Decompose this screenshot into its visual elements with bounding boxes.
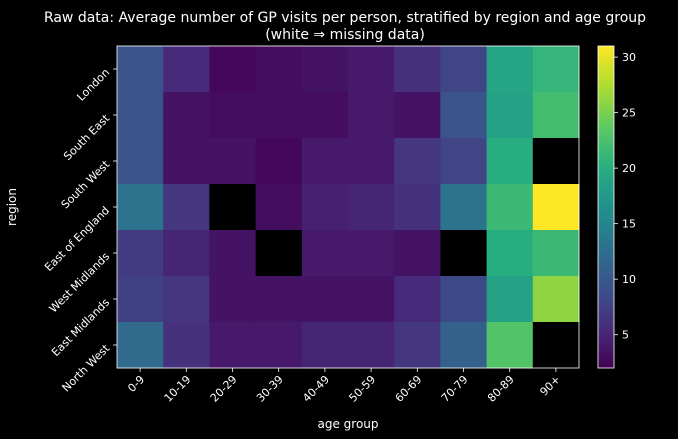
colorbar-tick-label: 25 (622, 107, 636, 120)
heatmap-cell (209, 138, 257, 185)
heatmap-cell (394, 46, 441, 93)
heatmap-cell (348, 322, 395, 369)
heatmap-cell (301, 184, 349, 231)
heatmap-cell (440, 92, 488, 139)
colorbar-tick-label: 10 (622, 273, 636, 286)
heatmap-cell (163, 322, 210, 369)
chart-title-line1: Raw data: Average number of GP visits pe… (44, 10, 646, 26)
heatmap-cell (301, 92, 349, 139)
heatmap-cell (532, 46, 580, 93)
heatmap-cell (394, 276, 441, 323)
colorbar-tick-label: 5 (622, 329, 629, 342)
x-tick-label: 60-69 (393, 373, 425, 405)
heatmap-cell (486, 184, 534, 231)
heatmap-cell (163, 92, 210, 139)
heatmap-cell (255, 276, 303, 323)
heatmap-cells (117, 46, 580, 369)
heatmap-cell (209, 322, 257, 369)
heatmap-cell (255, 92, 303, 139)
y-axis-label: region (5, 188, 19, 226)
heatmap-cell (117, 184, 164, 231)
heatmap-cell (301, 276, 349, 323)
x-tick-label: 90+ (537, 373, 563, 399)
heatmap-cell (117, 92, 164, 139)
heatmap-cell (163, 138, 210, 185)
heatmap-cell (394, 230, 441, 277)
heatmap-cell (486, 230, 534, 277)
colorbar-tick-label: 30 (622, 51, 636, 64)
heatmap-cell (394, 138, 441, 185)
heatmap-cell (255, 138, 303, 185)
y-tick-label: South West (59, 157, 113, 211)
chart-title-line2: (white ⇒ missing data) (265, 27, 425, 43)
x-tick-label: 0-9 (125, 373, 147, 395)
heatmap-cell (163, 230, 210, 277)
heatmap-cell (440, 138, 488, 185)
heatmap-cell (117, 138, 164, 185)
x-axis-label: age group (317, 417, 378, 431)
heatmap-cell (117, 322, 164, 369)
heatmap-cell (209, 230, 257, 277)
y-tick-label: South East (61, 111, 113, 163)
heatmap-cell (486, 92, 534, 139)
x-tick-label: 10-19 (162, 373, 194, 405)
x-tick-label: 20-29 (208, 373, 240, 405)
heatmap-cell (117, 230, 164, 277)
heatmap-cell (301, 138, 349, 185)
heatmap-cell (440, 184, 488, 231)
heatmap-cell (440, 276, 488, 323)
heatmap-cell (163, 184, 210, 231)
heatmap-cell (440, 46, 488, 93)
heatmap-cell-missing (255, 230, 303, 277)
heatmap-cell-missing (532, 322, 580, 369)
heatmap-cell (255, 322, 303, 369)
x-tick-label: 50-59 (346, 373, 378, 405)
colorbar (597, 45, 615, 369)
x-tick-label: 40-49 (300, 373, 332, 405)
heatmap-cell (532, 230, 580, 277)
heatmap-cell (301, 230, 349, 277)
heatmap-cell (486, 322, 534, 369)
heatmap-cell (440, 322, 488, 369)
heatmap-cell (486, 276, 534, 323)
heatmap-cell (532, 92, 580, 139)
heatmap-cell (301, 46, 349, 93)
colorbar-tick-label: 20 (622, 162, 636, 175)
heatmap-cell (348, 46, 395, 93)
heatmap-cell (348, 138, 395, 185)
heatmap-cell (301, 322, 349, 369)
heatmap-cell (209, 92, 257, 139)
x-tick-label: 30-39 (254, 373, 286, 405)
heatmap-cell (348, 276, 395, 323)
y-tick-label: London (74, 66, 112, 104)
x-tick-label: 80-89 (485, 373, 517, 405)
heatmap-cell (348, 92, 395, 139)
heatmap-cell-missing (440, 230, 488, 277)
heatmap-cell (394, 184, 441, 231)
heatmap-cell (209, 46, 257, 93)
heatmap-cell (117, 46, 164, 93)
heatmap-cell (532, 184, 580, 231)
heatmap-cell (348, 184, 395, 231)
heatmap-cell (255, 184, 303, 231)
x-axis: 0-9 10-19 20-29 30-39 40-49 50-59 60-69 70-79 80… (125, 368, 563, 405)
x-tick-label: 70-79 (439, 373, 471, 405)
heatmap-cell (209, 276, 257, 323)
heatmap-cell (163, 46, 210, 93)
heatmap-cell (532, 276, 580, 323)
heatmap-cell (163, 276, 210, 323)
heatmap-cell-missing (532, 138, 580, 185)
heatmap-cell (117, 276, 164, 323)
colorbar-tick-label: 15 (622, 218, 636, 231)
heatmap-cell (394, 92, 441, 139)
heatmap-cell-missing (209, 184, 257, 231)
heatmap-cell (255, 46, 303, 93)
heatmap-cell (486, 46, 534, 93)
colorbar-ticks: 5 10 15 20 25 30 (614, 51, 636, 342)
heatmap-cell (486, 138, 534, 185)
heatmap-cell (348, 230, 395, 277)
heatmap-cell (394, 322, 441, 369)
